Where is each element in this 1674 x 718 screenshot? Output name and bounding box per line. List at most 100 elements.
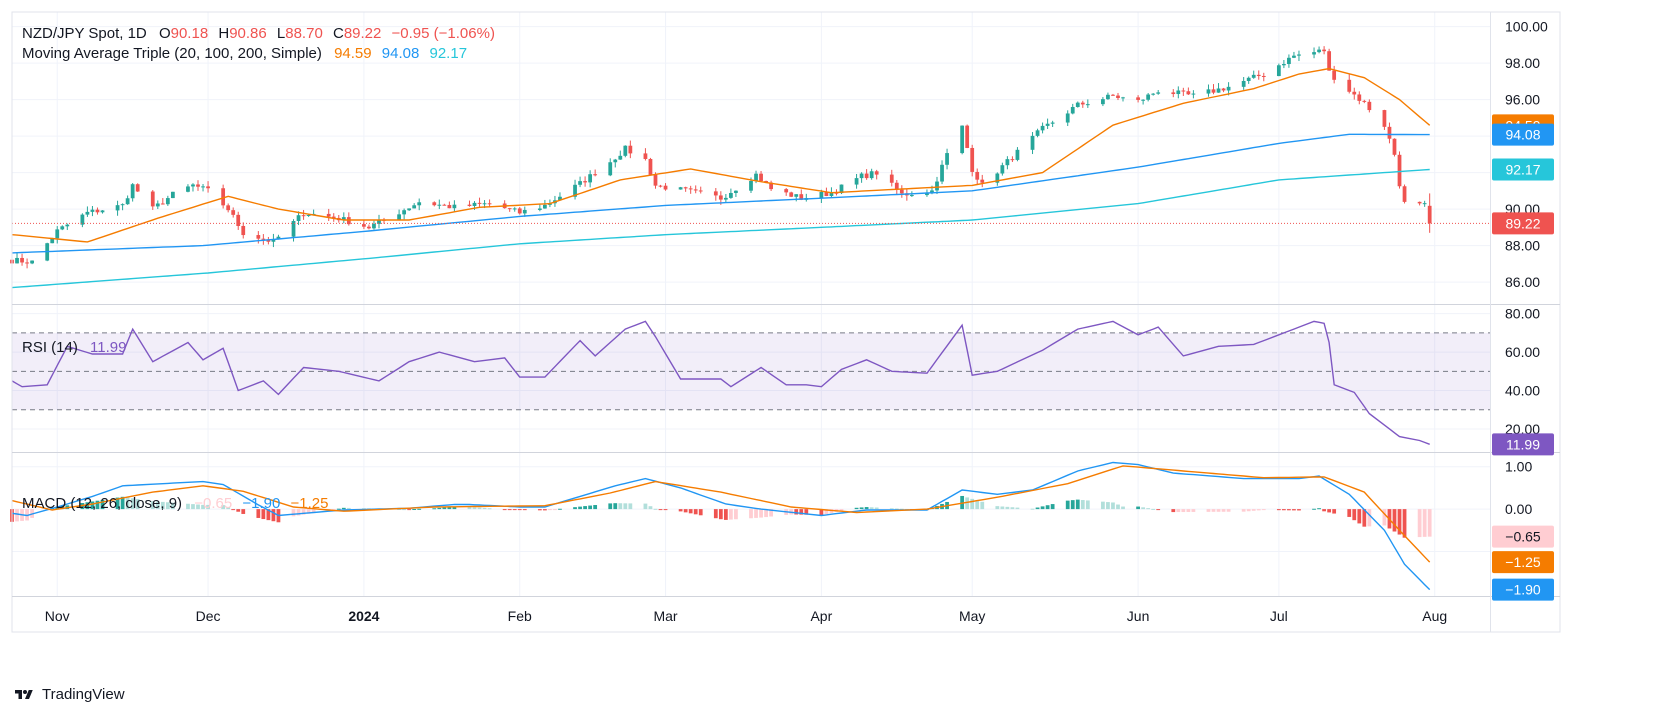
macd-legend-signal: −1.25: [291, 495, 329, 512]
candle-body: [256, 235, 261, 239]
tradingview-brand[interactable]: TradingView: [12, 686, 125, 703]
candle-body: [50, 238, 55, 244]
time-tick-label: Mar: [653, 608, 677, 624]
candle-body: [1226, 86, 1231, 91]
candle-body: [784, 189, 789, 193]
candle-body: [608, 162, 613, 176]
histogram-bar: [1287, 509, 1291, 511]
candle-body: [266, 239, 271, 242]
candle-body: [377, 219, 381, 224]
histogram-bar: [306, 509, 311, 514]
candle-body: [397, 214, 401, 220]
value-badge: [1492, 578, 1554, 601]
histogram-bar: [1040, 506, 1045, 510]
histogram-bar: [1141, 507, 1146, 510]
histogram-bar: [658, 509, 663, 511]
ma100-value: 94.08: [382, 45, 420, 62]
candle-body: [864, 173, 869, 179]
candle-body: [678, 187, 683, 190]
histogram-bar: [1181, 509, 1186, 513]
histogram-bar: [839, 509, 844, 511]
histogram-bar: [1281, 509, 1286, 511]
time-tick-label: Aug: [1422, 608, 1447, 624]
time-tick-label: Jul: [1270, 608, 1288, 624]
candle-body: [648, 158, 653, 175]
histogram-bar: [1116, 504, 1120, 510]
candle-body: [794, 194, 799, 197]
histogram-bar: [608, 503, 613, 510]
histogram-bar: [311, 509, 316, 513]
histogram-bar: [869, 507, 874, 510]
time-tick-label: Jun: [1127, 608, 1150, 624]
candle-body: [160, 203, 165, 205]
candle-body: [301, 215, 306, 217]
histogram-bar: [618, 503, 623, 510]
histogram-bar: [271, 509, 276, 522]
histogram-bar: [819, 509, 824, 516]
histogram-bar: [1030, 508, 1035, 510]
histogram-bar: [623, 503, 628, 510]
candle-body: [1186, 91, 1191, 95]
histogram-bar: [537, 509, 542, 511]
histogram-bar: [135, 498, 140, 510]
candle-body: [241, 225, 246, 236]
time-tick-label: May: [959, 608, 985, 624]
histogram-bar: [120, 496, 125, 510]
macd-histogram: [10, 495, 1432, 538]
histogram-bar: [170, 502, 175, 510]
candle-body: [613, 159, 618, 163]
candle-body: [698, 190, 703, 192]
candle-body: [135, 184, 140, 192]
histogram-bar: [1035, 507, 1040, 510]
histogram-bar: [1221, 509, 1226, 512]
candle-body: [558, 196, 562, 201]
candle-body: [221, 188, 226, 206]
candle-body: [512, 208, 517, 210]
histogram-bar: [231, 509, 236, 511]
value-badge: [1492, 433, 1554, 456]
candle-body: [583, 181, 587, 183]
histogram-bar: [854, 507, 859, 510]
candle-body: [30, 260, 34, 264]
histogram-bar: [583, 506, 587, 510]
candle-body: [593, 174, 598, 176]
histogram-bar: [1322, 509, 1326, 512]
candle-body: [367, 226, 371, 229]
rsi-line: [11, 320, 1430, 445]
candle-body: [90, 209, 95, 212]
candle-body: [909, 195, 914, 197]
candle-body: [578, 181, 582, 185]
histogram-bar: [447, 507, 452, 510]
symbol-title: NZD/JPY Spot, 1D: [22, 25, 147, 42]
candle-body: [1322, 49, 1326, 52]
candle-body: [658, 185, 663, 187]
candle-body: [1065, 113, 1070, 123]
histogram-bar: [60, 506, 65, 510]
histogram-bar: [1332, 509, 1337, 514]
candle-body: [663, 185, 668, 190]
candle-body: [1035, 130, 1040, 136]
candle-body: [754, 173, 758, 181]
histogram-bar: [754, 509, 758, 518]
candle-body: [1106, 94, 1110, 100]
histogram-bar: [613, 503, 618, 510]
histogram-bar: [241, 509, 246, 514]
histogram-bar: [291, 509, 296, 517]
histogram-bar: [1176, 509, 1181, 513]
histogram-bar: [437, 507, 442, 510]
candle-body: [1030, 135, 1035, 150]
candle-body: [819, 191, 824, 199]
histogram-bar: [980, 501, 985, 510]
histogram-bar: [160, 501, 165, 510]
histogram-bar: [236, 509, 241, 512]
histogram-bar: [417, 508, 422, 510]
value-badge-label: 94.08: [1505, 127, 1540, 143]
candle-body: [653, 174, 658, 186]
candle-body: [1085, 104, 1090, 106]
candle-body: [417, 202, 422, 206]
histogram-bar: [799, 509, 804, 515]
histogram-bar: [130, 498, 135, 510]
candle-body: [25, 262, 29, 264]
histogram-bar: [1146, 508, 1151, 510]
histogram-bar: [1050, 504, 1055, 510]
